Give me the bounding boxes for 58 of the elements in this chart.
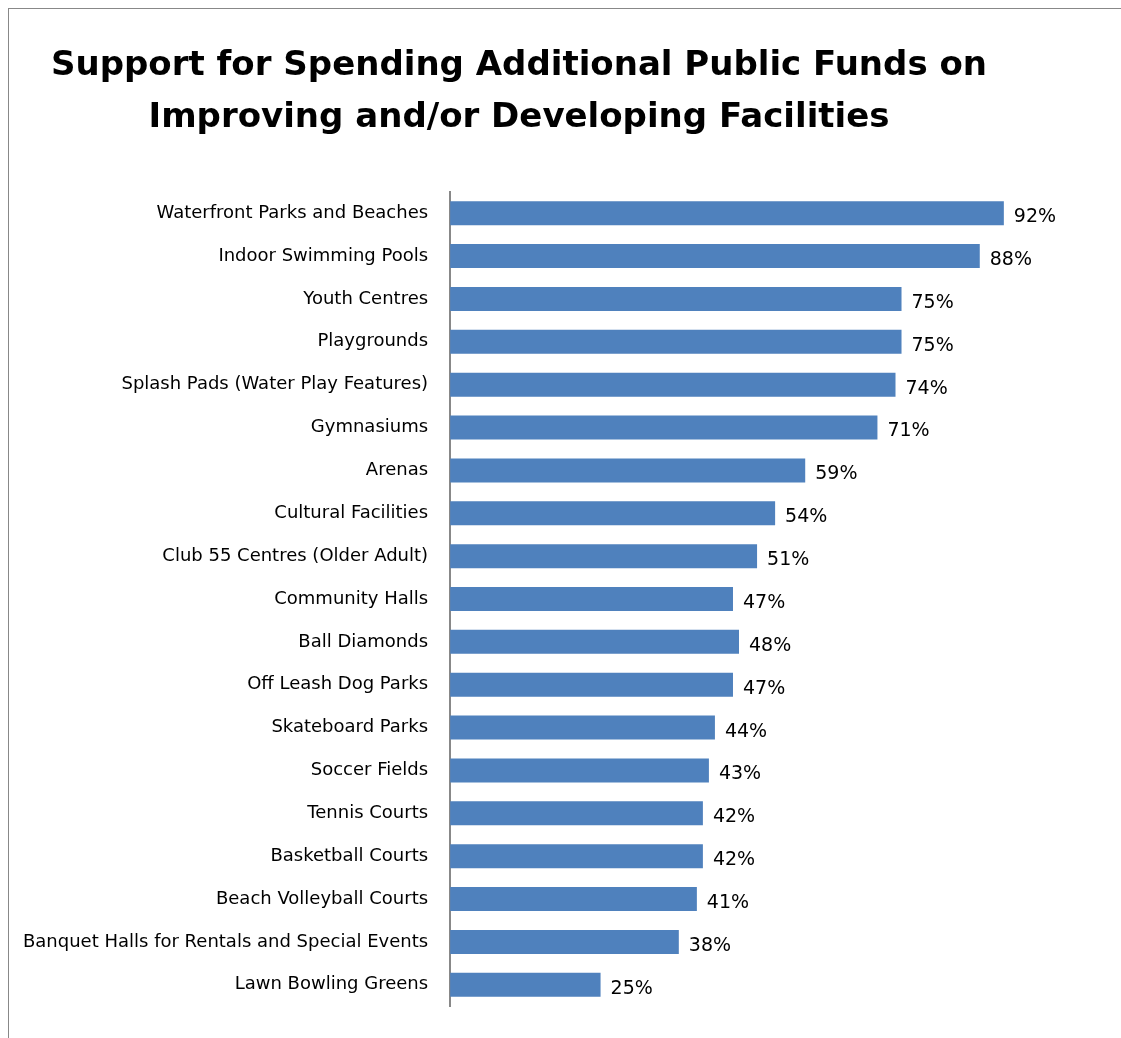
data-label: 47% [742, 589, 786, 612]
data-label: 75% [911, 289, 954, 312]
data-label: 25% [610, 975, 653, 998]
bar [450, 415, 878, 440]
y-tick-label: Skateboard Parks [271, 715, 429, 737]
bar [450, 286, 902, 311]
bar [450, 244, 980, 269]
data-label: 74% [905, 375, 948, 398]
data-label: 54% [785, 504, 828, 527]
y-tick-label: Beach Volleyball Courts [215, 886, 429, 908]
y-tick-label: Youth Centres [302, 286, 429, 308]
chart-title: Support for Spending Additional Public Funds on Improving and/or Developing Facilities [50, 42, 988, 137]
bar [450, 844, 703, 869]
data-label: 42% [712, 847, 756, 870]
bar [450, 929, 679, 954]
data-label: 44% [724, 718, 768, 741]
data-label: 59% [815, 461, 858, 484]
bar [450, 587, 733, 611]
bar [450, 801, 703, 826]
bar [450, 672, 733, 697]
y-tick-label: Community Halls [274, 586, 429, 608]
y-tick-label: Off Leash Dog Parks [247, 672, 429, 694]
bar [450, 715, 715, 740]
data-label: 41% [706, 889, 750, 912]
data-label: 75% [911, 332, 954, 355]
bar [450, 887, 697, 912]
y-tick-label: Banquet Halls for Rentals and Special Events [22, 929, 429, 951]
data-label: 42% [712, 804, 756, 827]
y-tick-label: Lawn Bowling Greens [234, 972, 429, 994]
bar [450, 501, 776, 526]
y-tick-label: Gymnasiums [310, 415, 429, 437]
data-label: 38% [688, 932, 732, 955]
y-tick-label: Arenas [365, 458, 429, 480]
bar [450, 201, 1004, 226]
data-label: 71% [887, 418, 930, 441]
y-tick-label: Tennis Courts [306, 800, 429, 822]
y-tick-label: Soccer Fields [310, 758, 429, 780]
bar [450, 458, 806, 483]
y-tick-label: Basketball Courts [270, 843, 429, 865]
y-tick-label: Waterfront Parks and Beaches [156, 200, 429, 222]
data-label: 47% [742, 675, 786, 698]
data-label: 48% [749, 632, 792, 655]
bar [450, 758, 709, 783]
y-tick-label: Indoor Swimming Pools [218, 243, 429, 265]
y-tick-label: Cultural Facilities [274, 500, 429, 522]
bar [450, 544, 758, 569]
y-tick-label: Club 55 Centres (Older Adult) [162, 543, 429, 565]
bar [450, 972, 601, 997]
data-label: 43% [718, 761, 762, 784]
bar [450, 329, 902, 354]
y-tick-label: Ball Diamonds [298, 629, 429, 651]
bar [450, 372, 896, 397]
bar [450, 629, 740, 654]
y-tick-label: Playgrounds [317, 329, 429, 351]
data-label: 51% [767, 547, 810, 570]
y-tick-label: Splash Pads (Water Play Features) [121, 372, 429, 394]
data-label: 88% [989, 247, 1032, 270]
data-label: 92% [1013, 204, 1057, 227]
